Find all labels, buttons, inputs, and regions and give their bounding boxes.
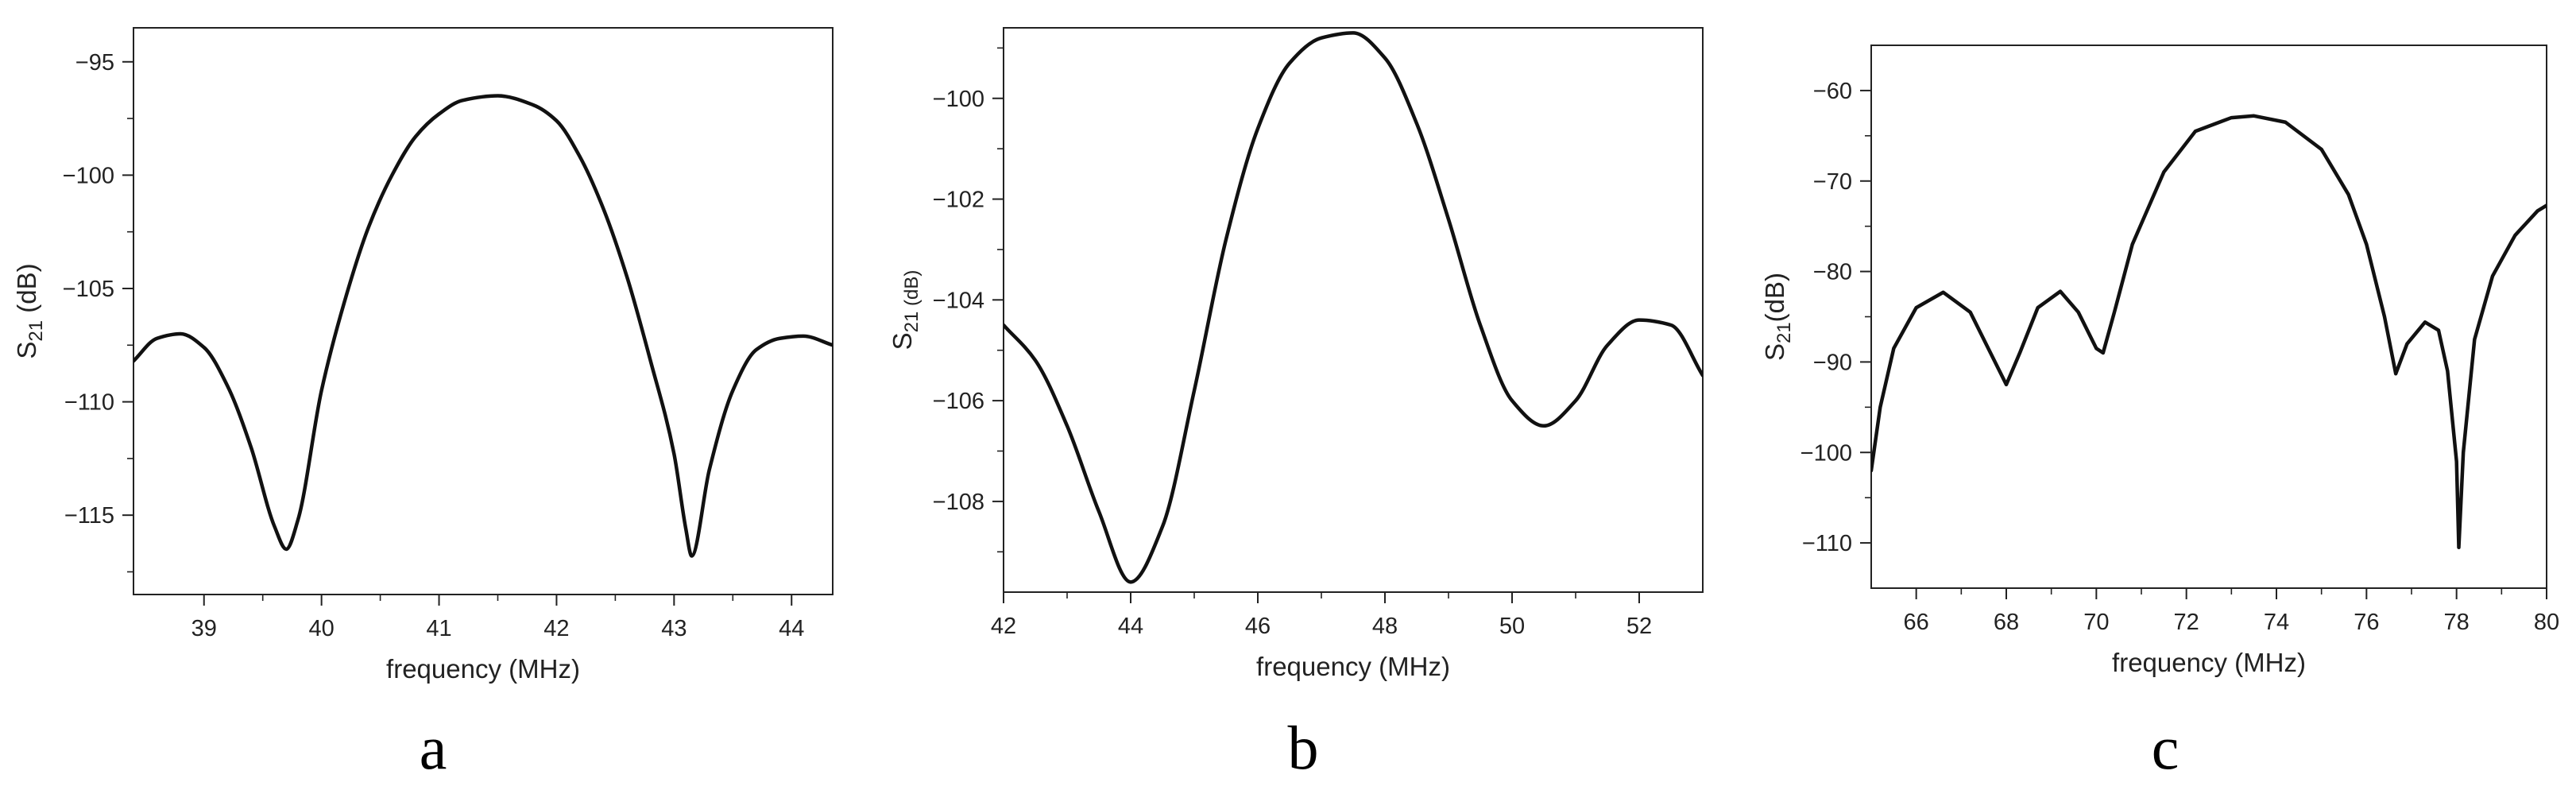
data-series-line	[133, 94, 833, 558]
y-tick-label: −100	[63, 163, 114, 188]
chart-panel-b: 42 44 46 48 50 52 −100 −102 −104 −106 −108 frequenc…	[888, 27, 1704, 782]
x-tick-label: 41	[426, 616, 451, 641]
y-tick-label: −90	[1813, 350, 1852, 375]
x-tick-label: 46	[1245, 614, 1271, 639]
x-tick-label: 52	[1626, 614, 1652, 639]
y-tick-label: −100	[933, 87, 984, 112]
x-tick-label: 68	[1994, 610, 2019, 635]
panel-label: a	[420, 713, 447, 782]
y-tick-label: −60	[1813, 79, 1852, 104]
x-tick-label: 44	[779, 616, 804, 641]
x-axis-title: frequency (MHz)	[386, 654, 580, 684]
x-tick-label: 42	[991, 614, 1016, 639]
panel-label: c	[2152, 713, 2180, 782]
data-series-line	[1004, 31, 1703, 584]
x-tick-label: 40	[309, 616, 335, 641]
chart-panel-c: 66 68 70 72 74 76 78 80 −60 −70 −80 −90 −100 −110 freq…	[1760, 45, 2559, 782]
x-tick-label: 50	[1499, 614, 1525, 639]
y-axis-title: S21(dB)	[1760, 273, 1795, 361]
x-axis-title: frequency (MHz)	[2112, 648, 2306, 677]
x-tick-label: 42	[543, 616, 569, 641]
chart-panel-a: 39 40 41 42 43 44 −95 −100 −105 −110 −115 frequency…	[12, 27, 834, 782]
y-tick-label: −110	[1802, 531, 1852, 556]
x-tick-label: 39	[191, 616, 217, 641]
x-tick-label: 66	[1904, 610, 1929, 635]
x-tick-label: 70	[2083, 610, 2109, 635]
panel-label: b	[1288, 713, 1319, 782]
x-tick-label: 72	[2174, 610, 2199, 635]
y-axis-title: S21 (dB)	[888, 270, 922, 351]
x-tick-label: 80	[2534, 610, 2559, 635]
x-tick-label: 76	[2354, 610, 2379, 635]
y-tick-label: −102	[933, 188, 984, 213]
y-tick-label: −105	[63, 277, 114, 302]
y-tick-label: −106	[933, 389, 984, 414]
y-axis-title: S21 (dB)	[12, 263, 47, 358]
x-tick-label: 74	[2264, 610, 2289, 635]
x-tick-label: 48	[1372, 614, 1398, 639]
y-tick-label: −70	[1813, 169, 1852, 195]
y-tick-label: −80	[1813, 260, 1852, 285]
x-tick-label: 78	[2444, 610, 2470, 635]
x-tick-label: 43	[661, 616, 687, 641]
x-tick-label: 44	[1118, 614, 1143, 639]
y-tick-label: −95	[75, 50, 114, 76]
y-tick-label: −100	[1800, 440, 1852, 466]
data-series-line	[1871, 114, 2547, 550]
y-tick-label: −108	[933, 490, 984, 515]
y-tick-label: −104	[933, 288, 984, 313]
plot-frame	[133, 27, 834, 595]
y-tick-label: −110	[64, 390, 114, 416]
plot-frame	[1003, 27, 1704, 593]
y-tick-label: −115	[64, 503, 114, 529]
x-axis-title: frequency (MHz)	[1256, 652, 1450, 681]
